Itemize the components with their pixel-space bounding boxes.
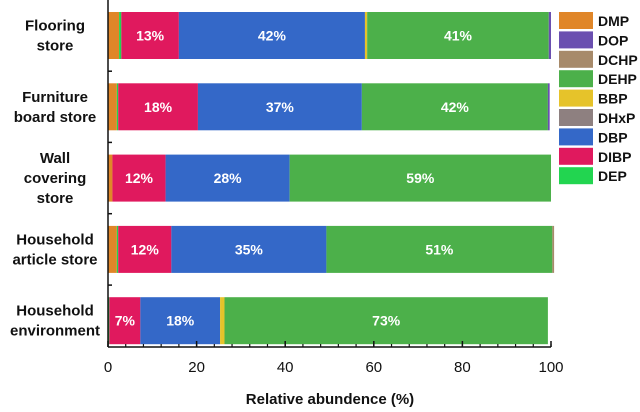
legend-item-dibp: DIBP	[559, 147, 631, 165]
legend-label: DIBP	[598, 149, 631, 165]
data-label: 12%	[131, 241, 160, 257]
bar-segment-dehp	[367, 12, 549, 59]
x-tick-label: 20	[188, 359, 205, 376]
data-label: 42%	[441, 99, 470, 115]
legend-label: DCHP	[598, 52, 638, 68]
legend-item-dep: DEP	[559, 167, 627, 185]
category-label: Household	[16, 303, 94, 320]
data-label: 42%	[258, 28, 287, 44]
bar-segment-dehp	[289, 154, 551, 202]
legend-item-dhxp: DHxP	[559, 109, 635, 126]
bar-segment-dbp	[178, 12, 365, 59]
category-label: Flooring	[25, 18, 85, 35]
legend-item-bbp: BBP	[559, 89, 628, 107]
bar-segment-dop	[547, 83, 550, 131]
bar-segment-dep	[116, 83, 119, 131]
bar-segment-dbp	[165, 154, 290, 202]
legend-swatch	[559, 12, 593, 29]
legend-label: DEP	[598, 168, 627, 184]
category-label: Furniture	[22, 89, 88, 106]
legend-swatch	[559, 128, 593, 146]
bar-segment-dbp	[140, 297, 221, 345]
legend-swatch	[559, 147, 593, 165]
x-tick-label: 60	[365, 359, 382, 376]
bar-segment-dibp	[121, 12, 179, 59]
bar-segment-dehp	[361, 83, 548, 131]
legend-label: DHxP	[598, 110, 635, 126]
bar-segment-dmp	[108, 83, 117, 131]
bar-segment-bbp	[220, 297, 225, 345]
legend-swatch	[559, 31, 593, 49]
legend-swatch	[559, 70, 593, 88]
bar-segment-dmp	[108, 154, 113, 202]
legend-label: BBP	[598, 91, 628, 107]
bar-segment-bbp	[364, 12, 368, 59]
legend-swatch	[559, 167, 593, 185]
bar-segment-dibp	[112, 154, 166, 202]
legend: DMP DOP DCHP DEHP BBP DHxP DBP DIBP DEP	[559, 12, 638, 185]
category-label: store	[37, 190, 74, 207]
bar-segment-dchp	[552, 225, 555, 273]
category-label: covering	[24, 170, 87, 187]
bar-segment-dbp	[197, 83, 362, 131]
bar-segment-dep	[119, 12, 122, 59]
x-tick-label: 100	[538, 359, 563, 376]
category-label: Wall	[40, 150, 70, 167]
data-label: 35%	[235, 241, 264, 257]
x-tick-label: 80	[454, 359, 471, 376]
category-label: board store	[14, 109, 97, 126]
data-label: 28%	[214, 170, 243, 186]
legend-label: DEHP	[598, 71, 637, 87]
data-label: 7%	[115, 313, 136, 329]
legend-item-dehp: DEHP	[559, 70, 637, 88]
bar-segment-dop	[548, 12, 551, 59]
bar-segment-dehp	[326, 225, 553, 273]
category-labels: Flooring store Furniture board store Wall cov…	[10, 18, 100, 340]
data-label: 51%	[425, 241, 454, 257]
bar-segment-dmp	[108, 225, 117, 273]
data-label: 18%	[144, 99, 173, 115]
legend-swatch	[559, 109, 593, 126]
legend-item-dop: DOP	[559, 31, 628, 49]
data-label: 37%	[266, 99, 295, 115]
legend-swatch	[559, 50, 593, 68]
bar-segment-dmp	[108, 12, 120, 59]
data-label: 59%	[406, 170, 435, 186]
data-label: 41%	[444, 28, 473, 44]
bar-segment-dibp	[118, 225, 172, 273]
bar-segment-dehp	[224, 297, 548, 345]
bar-segment-dibp	[109, 297, 141, 345]
data-label: 12%	[125, 170, 154, 186]
data-label: 13%	[136, 28, 165, 44]
legend-label: DOP	[598, 32, 628, 48]
bar-segment-dibp	[118, 83, 198, 131]
legend-label: DBP	[598, 129, 628, 145]
category-label: store	[37, 38, 74, 55]
legend-label: DMP	[598, 13, 629, 29]
legend-item-dmp: DMP	[559, 12, 629, 29]
legend-swatch	[559, 89, 593, 107]
category-label: Household	[16, 231, 94, 248]
x-tick-label: 40	[277, 359, 294, 376]
bar-segment-dbp	[171, 225, 327, 273]
x-tick-label: 0	[104, 359, 112, 376]
category-label: environment	[10, 323, 100, 340]
legend-item-dbp: DBP	[559, 128, 628, 146]
legend-item-dchp: DCHP	[559, 50, 638, 68]
category-label: article store	[12, 251, 97, 268]
bar-segment-dep	[116, 225, 119, 273]
x-axis-title: Relative abundence (%)	[246, 391, 414, 408]
bars-group: 13% 42% 41% 18% 37% 42% 12% 28% 59% 12% 35% 51% 7% 18…	[108, 12, 555, 345]
axes-group: 0 20 40 60 80 100	[104, 0, 564, 376]
data-label: 73%	[372, 313, 401, 329]
data-label: 18%	[166, 313, 195, 329]
